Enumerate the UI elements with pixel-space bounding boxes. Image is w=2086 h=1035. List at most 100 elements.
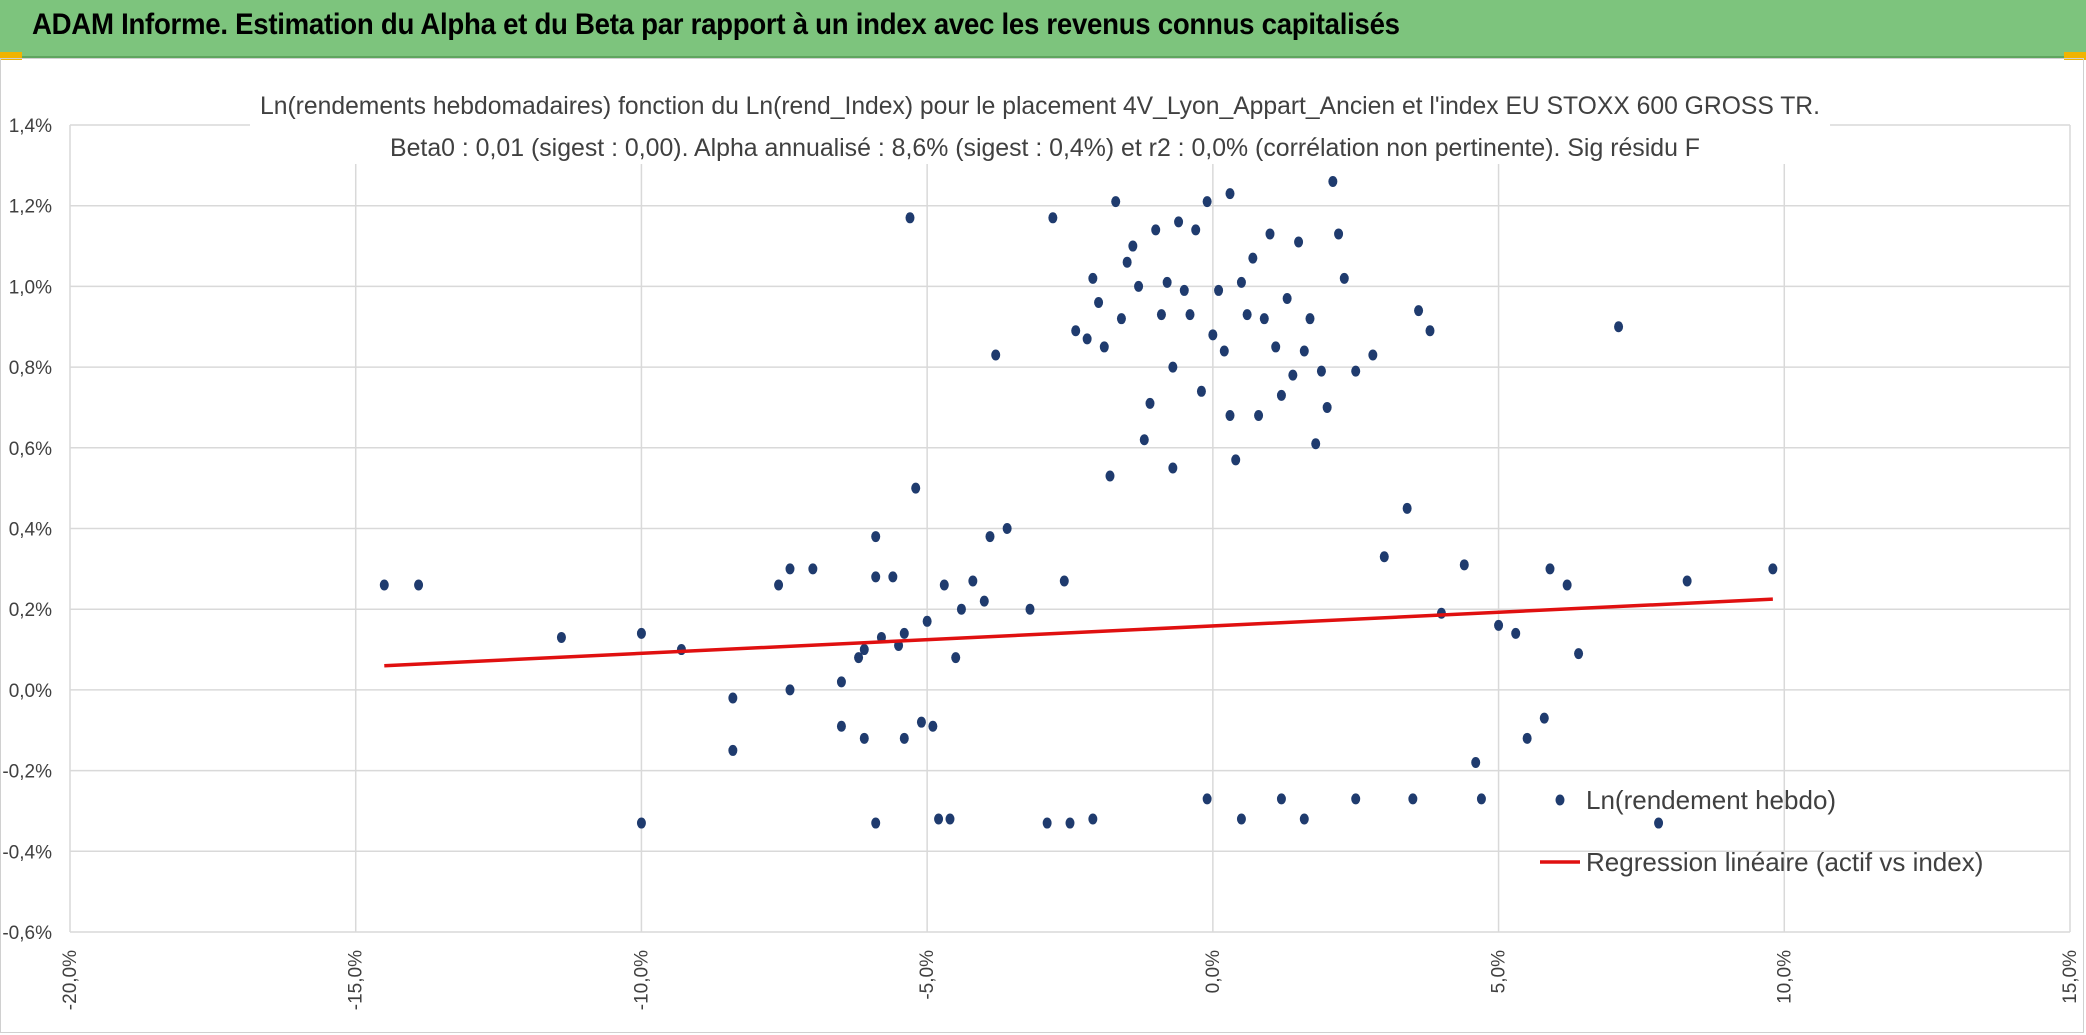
scatter-point xyxy=(1294,236,1304,248)
header-title: ADAM Informe. Estimation du Alpha et du … xyxy=(32,8,1400,41)
chart-title-line2: Beta0 : 0,01 (sigest : 0,00). Alpha annu… xyxy=(390,134,1700,162)
scatter-point xyxy=(985,531,995,543)
scatter-point xyxy=(785,684,795,696)
scatter-point xyxy=(1139,434,1149,446)
scatter-point xyxy=(556,631,566,643)
scatter-point xyxy=(379,579,389,591)
scatter-point xyxy=(1174,216,1184,228)
scatter-point xyxy=(1654,817,1664,829)
y-tick-label: 0,6% xyxy=(9,439,52,460)
scatter-point xyxy=(1219,345,1229,357)
legend-marker-scatter xyxy=(1555,794,1565,806)
scatter-point xyxy=(1208,329,1218,341)
scatter-point xyxy=(1682,575,1692,587)
corner-accent-right xyxy=(2064,52,2086,60)
scatter-point xyxy=(1134,280,1144,292)
scatter-point xyxy=(1168,462,1178,474)
scatter-point xyxy=(1082,333,1092,345)
scatter-point xyxy=(1425,325,1435,337)
scatter-point xyxy=(1111,196,1121,208)
scatter-point xyxy=(1288,369,1298,381)
chart-title-line1: Ln(rendements hebdomadaires) fonction du… xyxy=(260,92,1820,120)
scatter-point xyxy=(1088,272,1098,284)
y-tick-label: -0,2% xyxy=(2,762,52,783)
scatter-point xyxy=(1202,793,1212,805)
scatter-point xyxy=(1248,252,1258,264)
x-tick-label: -15,0% xyxy=(346,950,367,1010)
scatter-point xyxy=(1128,240,1138,252)
scatter-point xyxy=(1265,228,1275,240)
scatter-point xyxy=(1059,575,1069,587)
scatter-point xyxy=(1402,502,1412,514)
scatter-point xyxy=(808,563,818,575)
scatter-point xyxy=(1025,603,1035,615)
x-tick-label: 0,0% xyxy=(1203,950,1224,993)
scatter-point xyxy=(1414,305,1424,317)
scatter-point xyxy=(916,716,926,728)
scatter-point xyxy=(979,595,989,607)
legend-label-line: Regression linéaire (actif vs index) xyxy=(1586,847,1983,877)
scatter-point xyxy=(1545,563,1555,575)
scatter-point xyxy=(1299,345,1309,357)
corner-accent-left xyxy=(0,52,22,60)
scatter-point xyxy=(1339,272,1349,284)
scatter-point xyxy=(899,627,909,639)
scatter-point xyxy=(1151,224,1161,236)
scatter-point xyxy=(1254,410,1264,422)
scatter-point xyxy=(1379,551,1389,563)
y-tick-label: -0,4% xyxy=(2,842,52,863)
scatter-point xyxy=(1202,196,1212,208)
scatter-point xyxy=(1116,313,1126,325)
scatter-point xyxy=(1316,365,1326,377)
scatter-point xyxy=(1614,321,1624,333)
scatter-point xyxy=(1105,470,1115,482)
scatter-point xyxy=(1476,793,1486,805)
scatter-point xyxy=(1459,559,1469,571)
x-tick-label: -5,0% xyxy=(917,950,938,1000)
scatter-point xyxy=(1768,563,1778,575)
scatter-point xyxy=(1168,361,1178,373)
scatter-point xyxy=(1351,793,1361,805)
scatter-point xyxy=(636,627,646,639)
scatter-point xyxy=(1099,341,1109,353)
scatter-point xyxy=(871,817,881,829)
scatter-point xyxy=(1334,228,1344,240)
scatter-point xyxy=(1179,284,1189,296)
x-tick-label: 15,0% xyxy=(2060,950,2081,1004)
scatter-point xyxy=(414,579,424,591)
scatter-point xyxy=(1065,817,1075,829)
scatter-point xyxy=(928,720,938,732)
scatter-point xyxy=(1002,523,1012,534)
title-background xyxy=(250,86,1830,164)
y-tick-label: 0,8% xyxy=(9,358,52,379)
scatter-point xyxy=(1236,813,1246,825)
scatter-point xyxy=(728,744,738,756)
y-tick-label: 0,4% xyxy=(9,520,52,541)
scatter-point xyxy=(1225,188,1235,200)
scatter-point xyxy=(939,579,949,591)
chart-frame xyxy=(0,58,2084,1033)
scatter-point xyxy=(774,579,784,591)
y-tick-label: 1,4% xyxy=(9,116,52,137)
scatter-point xyxy=(1351,365,1361,377)
scatter-point xyxy=(956,603,966,615)
scatter-point xyxy=(1196,385,1206,397)
scatter-point xyxy=(1368,349,1378,361)
x-tick-label: -20,0% xyxy=(60,950,81,1010)
scatter-point xyxy=(871,531,881,543)
scatter-point xyxy=(1231,454,1241,466)
scatter-point xyxy=(1048,212,1058,224)
x-tick-label: 5,0% xyxy=(1489,950,1510,993)
scatter-point xyxy=(1511,627,1521,639)
y-tick-label: 1,0% xyxy=(9,277,52,298)
scatter-point xyxy=(1282,293,1292,305)
scatter-point xyxy=(1305,313,1315,325)
scatter-point xyxy=(1042,817,1052,829)
scatter-point xyxy=(1185,309,1195,321)
scatter-point xyxy=(991,349,1001,361)
scatter-point xyxy=(1471,757,1481,769)
scatter-point xyxy=(1322,401,1332,413)
scatter-point xyxy=(1328,175,1338,187)
scatter-point xyxy=(1088,813,1098,825)
scatter-point xyxy=(1259,313,1269,325)
